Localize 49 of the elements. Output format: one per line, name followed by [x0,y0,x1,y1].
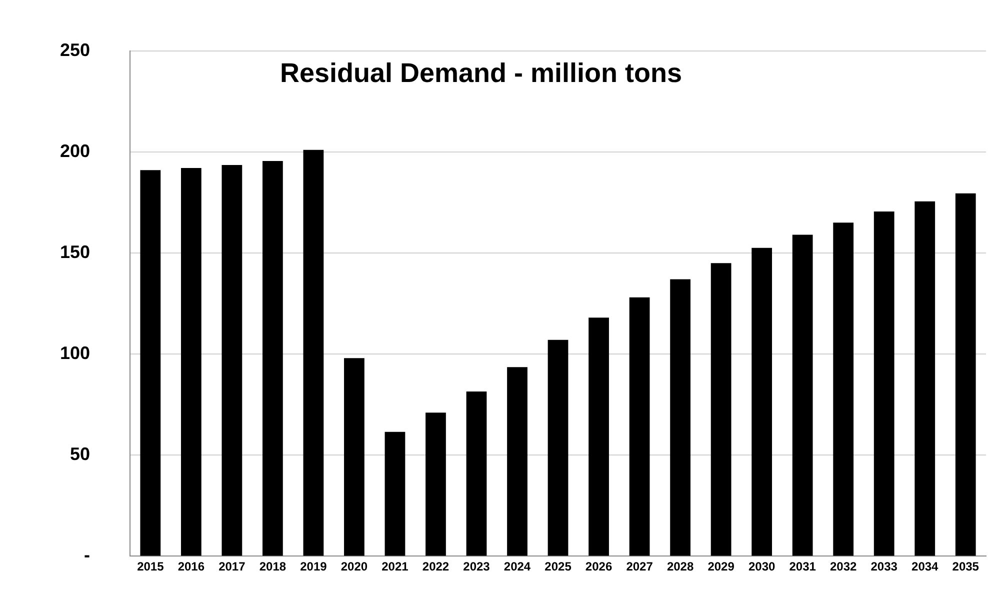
x-tick-label: 2021 [382,560,409,574]
x-tick-label: 2025 [544,560,572,574]
y-tick-label: 250 [60,40,90,60]
bar [752,248,772,556]
x-tick-label: 2029 [708,560,735,574]
bar [914,201,936,556]
bar [344,358,364,556]
y-tick-label: 100 [60,343,90,364]
x-tick-label: 2034 [912,560,939,574]
x-tick-label: 2035 [952,560,980,574]
x-tick-label: 2033 [870,560,898,574]
x-tick-label: 2031 [789,560,816,574]
bar [588,318,609,556]
x-tick-label: 2024 [504,560,531,574]
chart-title: Residual Demand - million tons [280,58,682,88]
bar [180,168,202,556]
bar [222,165,242,556]
x-tick-label: 2030 [748,560,776,574]
bar [262,160,283,556]
x-tick-label: 2016 [178,560,205,574]
bar [670,279,690,556]
x-tick-label: 2032 [830,560,858,574]
bar [303,150,324,556]
y-tick-label: 50 [70,444,90,464]
x-tick-label: 2027 [626,560,654,574]
x-tick-label: 2017 [218,560,246,574]
y-tick-label: 200 [60,140,90,161]
bar [466,391,487,556]
bar [792,234,813,556]
x-tick-label: 2023 [463,560,490,574]
x-tick-label: 2022 [422,560,450,574]
x-tick-label: 2020 [340,560,368,574]
bar [874,212,894,556]
bar [629,297,650,556]
bar [710,263,732,556]
bar [140,170,161,556]
x-tick-label: 2018 [259,560,286,574]
x-tick-label: 2015 [137,560,164,574]
y-tick-label: - [84,545,90,566]
x-tick-label: 2019 [300,560,328,574]
x-tick-label: 2026 [585,560,612,574]
bar [426,412,446,556]
bar [548,340,568,556]
bar [384,432,406,556]
bar [955,193,976,556]
bar [833,222,854,556]
y-tick-label: 150 [60,242,90,262]
x-tick-label: 2028 [666,560,694,574]
bar [507,367,528,556]
